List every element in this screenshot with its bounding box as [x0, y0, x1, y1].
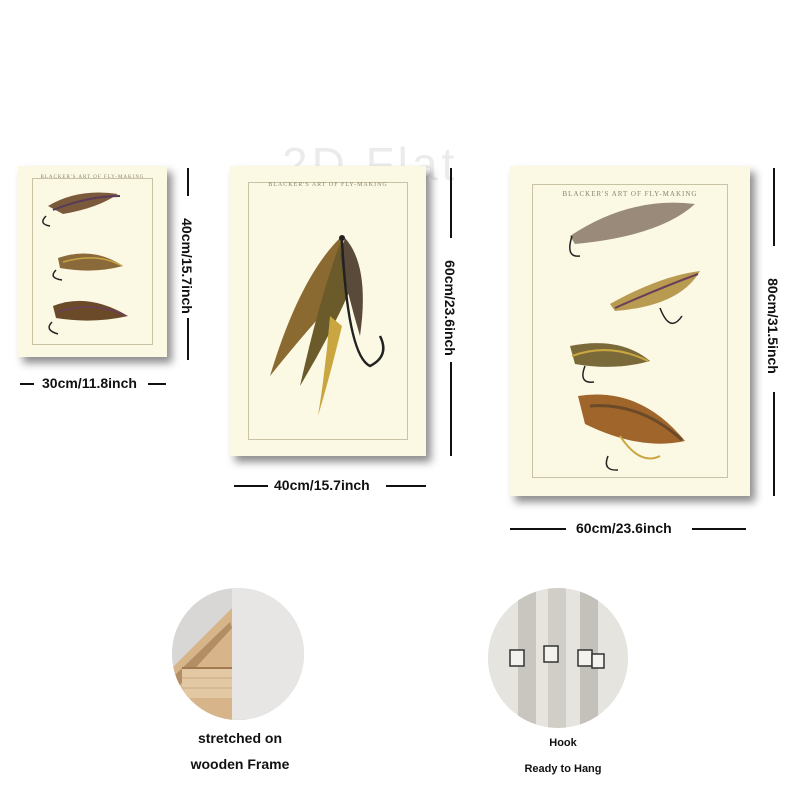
dimension-line: [187, 318, 189, 360]
width-label-large: 60cm/23.6inch: [576, 520, 672, 536]
dimension-line: [450, 168, 452, 238]
fishing-fly-icon: [570, 343, 650, 383]
fishing-fly-icon: [48, 300, 128, 335]
dimension-line: [187, 168, 189, 196]
dimension-line: [386, 485, 426, 487]
height-label-medium: 60cm/23.6inch: [442, 260, 458, 356]
plate-title: BLACKER'S ART OF FLY-MAKING: [562, 190, 698, 198]
canvas-medium: BLACKER'S ART OF FLY-MAKING: [230, 166, 426, 456]
dimension-line: [234, 485, 268, 487]
fishing-fly-icon: [578, 394, 685, 471]
fly-illustration-set: [42, 192, 128, 335]
dimension-line: [20, 383, 34, 385]
dimension-line: [773, 168, 775, 246]
height-label-large: 80cm/31.5inch: [765, 278, 781, 374]
wooden-frame-detail: [172, 588, 304, 720]
fishing-fly-icon: [270, 235, 385, 416]
frame-caption-line2: wooden Frame: [190, 756, 290, 772]
plate-border: [32, 178, 153, 345]
fishing-fly-icon: [569, 202, 695, 257]
fishing-fly-icon: [52, 253, 123, 281]
fly-illustration-set: [569, 202, 700, 471]
fly-illustration-set: [270, 235, 385, 416]
dimension-line: [510, 528, 566, 530]
fishing-fly-icon: [610, 271, 700, 325]
frame-caption-line1: stretched on: [197, 730, 282, 746]
canvas-small: BLACKER'S ART OF FLY-MAKING: [18, 166, 167, 357]
hook-detail: [488, 588, 628, 728]
dimension-line: [148, 383, 166, 385]
hook-caption-line1: Hook: [549, 737, 577, 749]
wooden-frame-icon: [172, 588, 304, 720]
canvas-large: BLACKER'S ART OF FLY-MAKING: [510, 166, 750, 496]
hook-caption-line2: Ready to Hang: [524, 763, 602, 775]
plate-title: BLACKER'S ART OF FLY-MAKING: [268, 182, 388, 188]
dimension-line: [692, 528, 746, 530]
width-label-small: 30cm/11.8inch: [42, 375, 137, 391]
height-label-small: 40cm/15.7inch: [179, 218, 195, 314]
fishing-fly-icon: [42, 192, 121, 227]
dimension-line: [773, 392, 775, 496]
plate-border: [532, 184, 728, 478]
hanging-hook-icon: [488, 588, 628, 728]
plate-title: BLACKER'S ART OF FLY-MAKING: [40, 175, 145, 180]
width-label-medium: 40cm/15.7inch: [274, 477, 370, 493]
dimension-line: [450, 362, 452, 456]
plate-border: [248, 182, 408, 440]
